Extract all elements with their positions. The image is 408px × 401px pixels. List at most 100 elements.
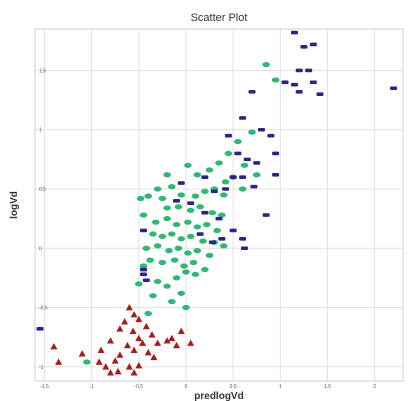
data-point-ellipse	[177, 290, 186, 296]
data-point-ellipse	[139, 263, 148, 269]
y-tick-label: 0.5	[39, 187, 46, 193]
data-point-ellipse	[213, 227, 221, 234]
data-point-triangle	[129, 327, 137, 335]
data-point-ellipse	[158, 233, 167, 240]
data-point-ellipse	[205, 252, 214, 258]
x-axis-label: predlogVd	[194, 391, 243, 401]
data-point-triangle	[106, 337, 114, 344]
data-point-rect	[272, 172, 280, 177]
y-tick-label: 0	[39, 246, 42, 252]
data-point-rect	[290, 30, 298, 35]
data-point-ellipse	[208, 210, 217, 216]
chart-title: Scatter Plot	[191, 12, 248, 24]
y-tick-label: -0.5	[39, 306, 48, 312]
data-point-triangle	[130, 311, 138, 318]
data-points	[36, 30, 398, 376]
data-point-ellipse	[221, 179, 230, 185]
data-point-ellipse	[218, 212, 226, 218]
data-point-rect	[239, 175, 247, 179]
data-point-rect	[177, 181, 185, 185]
x-tick-label: -1.5	[40, 384, 49, 390]
data-point-ellipse	[168, 184, 176, 190]
data-point-ellipse	[149, 293, 157, 299]
data-point-triangle	[168, 334, 176, 342]
data-point-ellipse	[153, 243, 162, 249]
data-point-triangle	[150, 353, 158, 361]
data-point-ellipse	[142, 245, 151, 251]
data-point-rect	[218, 236, 226, 241]
data-point-ellipse	[240, 162, 249, 168]
data-point-triangle	[114, 367, 122, 375]
data-point-ellipse	[224, 150, 233, 157]
data-point-ellipse	[252, 172, 261, 178]
y-tick-labels: -1 -0.5 0 0.5 1 1.5	[39, 68, 48, 370]
data-point-ellipse	[172, 221, 181, 228]
y-axis-label: logVd	[9, 191, 20, 219]
data-point-rect	[257, 127, 265, 132]
data-point-triangle	[187, 339, 195, 346]
data-point-triangle	[106, 369, 114, 376]
data-point-rect	[201, 210, 209, 215]
data-point-ellipse	[191, 193, 200, 199]
x-tick-labels: -1.5 -1 -0.5 0 0.5 1 1.5 2	[40, 384, 376, 390]
data-point-ellipse	[168, 298, 176, 305]
y-tick-label: 1.5	[39, 68, 46, 74]
data-point-rect	[240, 246, 248, 251]
data-point-ellipse	[174, 204, 183, 210]
data-point-rect	[140, 272, 148, 277]
data-point-ellipse	[149, 231, 157, 237]
data-point-rect	[142, 278, 150, 283]
data-point-triangle	[130, 346, 138, 353]
data-point-ellipse	[134, 281, 143, 287]
data-point-rect	[253, 161, 261, 165]
data-point-rect	[234, 151, 242, 156]
data-point-triangle	[123, 341, 131, 349]
data-point-rect	[229, 228, 237, 233]
data-point-ellipse	[219, 243, 228, 249]
data-point-rect	[281, 80, 289, 85]
data-point-ellipse	[139, 212, 148, 218]
y-tick-label: -1	[39, 365, 44, 371]
data-point-rect	[239, 116, 247, 120]
data-point-ellipse	[163, 216, 171, 222]
data-point-ellipse	[174, 245, 183, 251]
data-point-triangle	[111, 357, 119, 364]
x-tick-label: -1	[89, 384, 94, 390]
data-point-ellipse	[184, 250, 192, 256]
data-point-ellipse	[168, 231, 176, 237]
data-point-ellipse	[144, 310, 153, 317]
data-point-triangle	[50, 343, 58, 350]
data-point-ellipse	[205, 167, 214, 173]
data-point-rect	[290, 82, 298, 87]
data-point-rect	[309, 80, 317, 85]
data-point-ellipse	[158, 259, 167, 266]
data-point-ellipse	[189, 259, 198, 266]
data-point-rect	[208, 240, 216, 245]
data-point-rect	[140, 267, 148, 272]
data-point-triangle	[144, 348, 152, 356]
data-point-ellipse	[234, 138, 242, 145]
data-point-rect	[390, 86, 398, 91]
data-point-rect	[173, 199, 181, 203]
data-point-triangle	[102, 363, 110, 370]
data-point-ellipse	[83, 359, 91, 365]
data-point-ellipse	[219, 192, 228, 198]
data-point-rect	[300, 44, 308, 49]
data-point-ellipse	[193, 224, 202, 230]
data-point-ellipse	[186, 207, 195, 213]
data-point-ellipse	[146, 257, 154, 263]
data-point-rect	[187, 201, 195, 206]
data-point-ellipse	[182, 304, 190, 311]
data-point-triangle	[130, 369, 138, 376]
data-point-triangle	[163, 337, 171, 344]
data-point-triangle	[154, 339, 162, 346]
data-point-ellipse	[136, 195, 145, 202]
data-point-rect	[36, 327, 44, 331]
data-point-ellipse	[158, 195, 167, 202]
data-point-rect	[295, 68, 303, 73]
data-point-rect	[222, 187, 230, 191]
data-point-rect	[309, 42, 317, 47]
data-point-ellipse	[199, 238, 207, 244]
data-point-ellipse	[248, 129, 256, 135]
data-point-rect	[250, 184, 258, 189]
